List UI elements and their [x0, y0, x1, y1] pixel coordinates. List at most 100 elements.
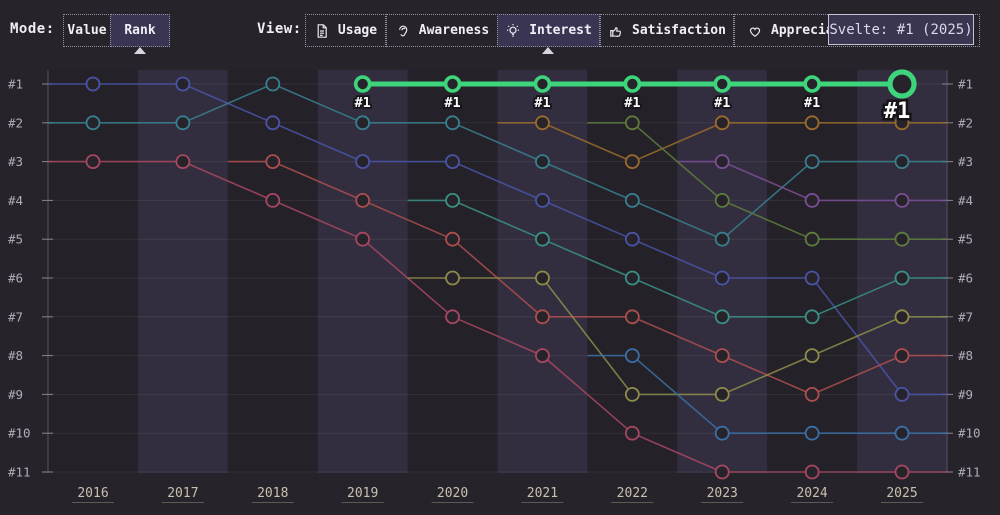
- series-point-series-bronze[interactable]: [535, 115, 550, 131]
- series-line-series-moss[interactable]: [587, 122, 947, 240]
- view-button-interest[interactable]: Interest: [497, 14, 600, 47]
- series-point-series-seagreen[interactable]: [445, 192, 460, 208]
- series-point-series-indigo[interactable]: [355, 154, 371, 170]
- year-axis-label: 2023: [707, 486, 738, 501]
- series-point-series-indigo[interactable]: [175, 76, 191, 92]
- series-line-series-red[interactable]: [227, 160, 947, 396]
- series-point-series-teal[interactable]: [175, 115, 191, 131]
- series-point-series-teal[interactable]: [894, 154, 910, 170]
- series-point-series-crimson[interactable]: [535, 348, 550, 364]
- series-point-Svelte[interactable]: [623, 75, 642, 93]
- series-point-series-red[interactable]: [894, 348, 910, 364]
- view-button-satisfaction[interactable]: Satisfaction: [600, 14, 734, 47]
- rank-axis-label-left: #10: [8, 426, 31, 441]
- series-point-series-steel[interactable]: [894, 425, 910, 441]
- series-point-series-indigo[interactable]: [535, 192, 550, 208]
- series-point-series-teal[interactable]: [265, 76, 281, 92]
- rank-axis-label-right: #4: [958, 193, 973, 208]
- series-point-series-red[interactable]: [265, 154, 281, 170]
- series-point-series-red[interactable]: [535, 309, 550, 325]
- series-line-series-crimson[interactable]: [48, 160, 947, 473]
- series-point-series-indigo[interactable]: [804, 270, 820, 286]
- series-point-series-olive[interactable]: [624, 386, 640, 402]
- series-point-series-teal[interactable]: [445, 115, 460, 131]
- series-point-series-bronze[interactable]: [624, 154, 640, 170]
- series-point-series-seagreen[interactable]: [535, 231, 550, 247]
- series-point-series-teal[interactable]: [355, 115, 371, 131]
- series-line-series-indigo[interactable]: [48, 83, 947, 396]
- series-point-Svelte[interactable]: [533, 75, 552, 93]
- mode-button-value[interactable]: Value: [63, 14, 111, 47]
- series-point-series-steel[interactable]: [804, 425, 820, 441]
- series-point-series-steel[interactable]: [714, 425, 730, 441]
- series-point-series-bronze[interactable]: [804, 115, 820, 131]
- series-point-series-bronze[interactable]: [714, 115, 730, 131]
- series-point-series-moss[interactable]: [714, 192, 730, 208]
- series-point-series-olive[interactable]: [445, 270, 460, 286]
- series-point-series-red[interactable]: [804, 386, 820, 402]
- series-point-Svelte[interactable]: [443, 75, 462, 93]
- series-point-series-olive[interactable]: [714, 386, 730, 402]
- series-point-series-indigo[interactable]: [624, 231, 640, 247]
- series-point-series-red[interactable]: [445, 231, 460, 247]
- series-point-series-olive[interactable]: [894, 309, 910, 325]
- series-point-series-crimson[interactable]: [714, 464, 730, 480]
- series-point-series-moss[interactable]: [804, 231, 820, 247]
- series-point-series-indigo[interactable]: [445, 154, 460, 170]
- series-point-series-purple[interactable]: [894, 192, 910, 208]
- series-point-series-crimson[interactable]: [624, 425, 640, 441]
- rank-axis-label-right: #7: [958, 309, 973, 324]
- series-point-series-red[interactable]: [355, 192, 371, 208]
- series-point-series-crimson[interactable]: [804, 464, 820, 480]
- series-line-series-steel[interactable]: [587, 354, 947, 434]
- series-point-series-crimson[interactable]: [175, 154, 191, 170]
- year-band-2018[interactable]: [227, 70, 318, 473]
- year-band-2017[interactable]: [137, 70, 228, 473]
- series-point-series-purple[interactable]: [714, 154, 730, 170]
- series-point-series-bronze[interactable]: [894, 115, 910, 131]
- series-point-series-crimson[interactable]: [894, 464, 910, 480]
- series-point-series-crimson[interactable]: [445, 309, 460, 325]
- series-point-series-indigo[interactable]: [894, 386, 910, 402]
- series-point-series-teal[interactable]: [85, 115, 101, 131]
- series-point-series-moss[interactable]: [894, 231, 910, 247]
- series-point-series-red[interactable]: [624, 309, 640, 325]
- series-point-series-crimson[interactable]: [265, 192, 281, 208]
- series-point-series-moss[interactable]: [624, 115, 640, 131]
- mode-button-rank[interactable]: Rank: [110, 14, 170, 47]
- series-point-series-teal[interactable]: [624, 192, 640, 208]
- series-point-series-olive[interactable]: [535, 270, 550, 286]
- series-line-series-teal[interactable]: [48, 83, 947, 240]
- mode-button-rank-label: Rank: [124, 23, 156, 38]
- series-point-series-red[interactable]: [714, 348, 730, 364]
- view-button-usage[interactable]: Usage: [305, 14, 386, 47]
- series-point-series-teal[interactable]: [714, 231, 730, 247]
- series-point-Svelte[interactable]: [803, 75, 821, 93]
- rank-axis-label-right: #3: [958, 154, 973, 169]
- series-point-series-indigo[interactable]: [714, 270, 730, 286]
- series-point-series-seagreen[interactable]: [624, 270, 640, 286]
- rank-axis-label-right: #9: [958, 387, 973, 402]
- series-point-series-olive[interactable]: [804, 348, 820, 364]
- series-point-Svelte[interactable]: [713, 75, 732, 93]
- series-point-series-indigo[interactable]: [85, 76, 101, 92]
- series-point-series-crimson[interactable]: [85, 154, 101, 170]
- series-point-series-purple[interactable]: [804, 192, 820, 208]
- mode-button-value-label: Value: [67, 23, 107, 38]
- series-point-Svelte[interactable]: [353, 75, 372, 93]
- series-point-series-crimson[interactable]: [355, 231, 371, 247]
- series-point-series-seagreen[interactable]: [804, 309, 820, 325]
- series-point-series-seagreen[interactable]: [894, 270, 910, 286]
- rank-axis-label-left: #1: [8, 77, 23, 92]
- series-point-series-steel[interactable]: [624, 348, 640, 364]
- year-band-2019[interactable]: [317, 70, 408, 473]
- series-point-series-teal[interactable]: [535, 154, 550, 170]
- series-line-series-seagreen[interactable]: [407, 199, 947, 318]
- view-button-awareness[interactable]: Awareness: [386, 14, 498, 47]
- series-point-series-indigo[interactable]: [265, 115, 281, 131]
- series-point-series-teal[interactable]: [804, 154, 820, 170]
- series-point-Svelte[interactable]: [887, 69, 917, 99]
- series-point-series-seagreen[interactable]: [714, 309, 730, 325]
- year-band-2016[interactable]: [48, 70, 138, 473]
